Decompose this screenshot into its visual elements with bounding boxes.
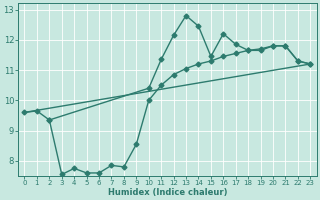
X-axis label: Humidex (Indice chaleur): Humidex (Indice chaleur) xyxy=(108,188,227,197)
